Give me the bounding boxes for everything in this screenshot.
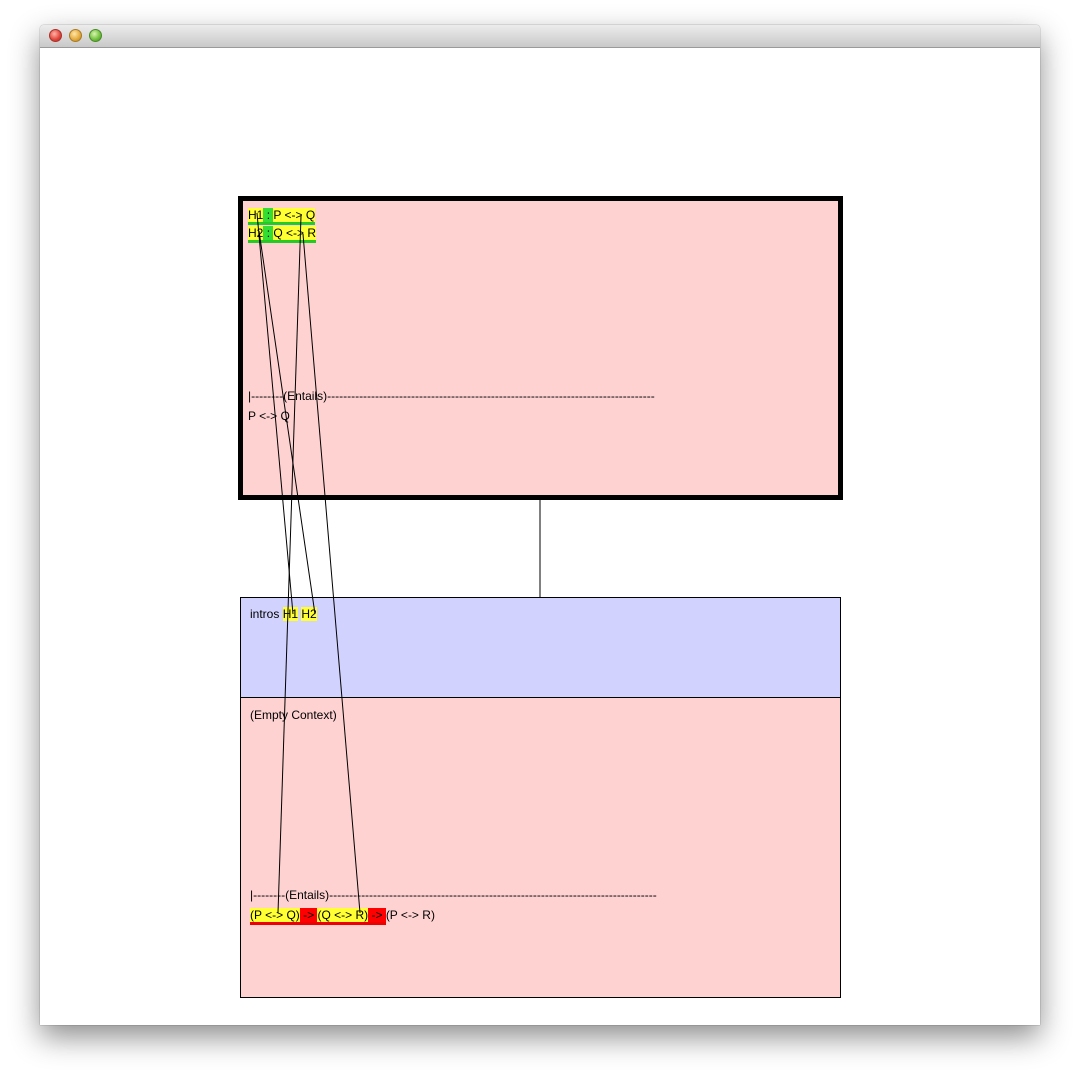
app-window: H1 : P <-> Q H2 : Q <-> R |--------(Enta…	[40, 25, 1040, 1025]
tactic-node[interactable]: intros H1 H2	[240, 597, 841, 698]
tactic-keyword: intros	[250, 607, 280, 621]
entails-separator: |--------(Entails)----------------------…	[250, 888, 657, 902]
hypothesis-separator: :	[263, 208, 274, 222]
hypothesis-separator: :	[263, 226, 274, 240]
close-window-icon[interactable]	[49, 29, 62, 42]
hypothesis-row-h2[interactable]: H2 : Q <-> R	[248, 226, 317, 243]
tactic-arg-h2[interactable]: H2	[301, 607, 317, 621]
tactic-arg-h1[interactable]: H1	[282, 607, 299, 621]
hypothesis-formula[interactable]: P <-> Q	[273, 208, 316, 222]
tactic-line: intros H1 H2	[250, 607, 317, 621]
conclusion-middle[interactable]: (Q <-> R)	[317, 908, 369, 922]
zoom-window-icon[interactable]	[89, 29, 102, 42]
minimize-window-icon[interactable]	[69, 29, 82, 42]
hypothesis-name[interactable]: H1	[248, 208, 264, 222]
hypothesis-formula[interactable]: Q <-> R	[273, 226, 317, 240]
subgoal-conclusion[interactable]: (P <-> Q) -> (Q <-> R) -> (P <-> R)	[250, 908, 435, 925]
entails-separator: |--------(Entails)----------------------…	[248, 389, 655, 403]
subgoal-node[interactable]: (Empty Context) |--------(Entails)------…	[240, 697, 841, 998]
hypothesis-row-h1[interactable]: H1 : P <-> Q	[248, 208, 316, 225]
conclusion-right[interactable]: (P <-> R)	[385, 908, 435, 922]
proof-canvas: H1 : P <-> Q H2 : Q <-> R |--------(Enta…	[40, 48, 1040, 1025]
title-bar[interactable]	[40, 25, 1040, 48]
context-label: (Empty Context)	[250, 708, 337, 722]
conclusion-arrow-2[interactable]: ->	[368, 908, 386, 922]
goal-node[interactable]: H1 : P <-> Q H2 : Q <-> R |--------(Enta…	[238, 196, 843, 500]
conclusion-arrow-1[interactable]: ->	[299, 908, 318, 922]
goal-conclusion[interactable]: P <-> Q	[248, 409, 290, 423]
conclusion-left[interactable]: (P <-> Q)	[250, 908, 300, 922]
hypothesis-name[interactable]: H2	[248, 226, 264, 240]
